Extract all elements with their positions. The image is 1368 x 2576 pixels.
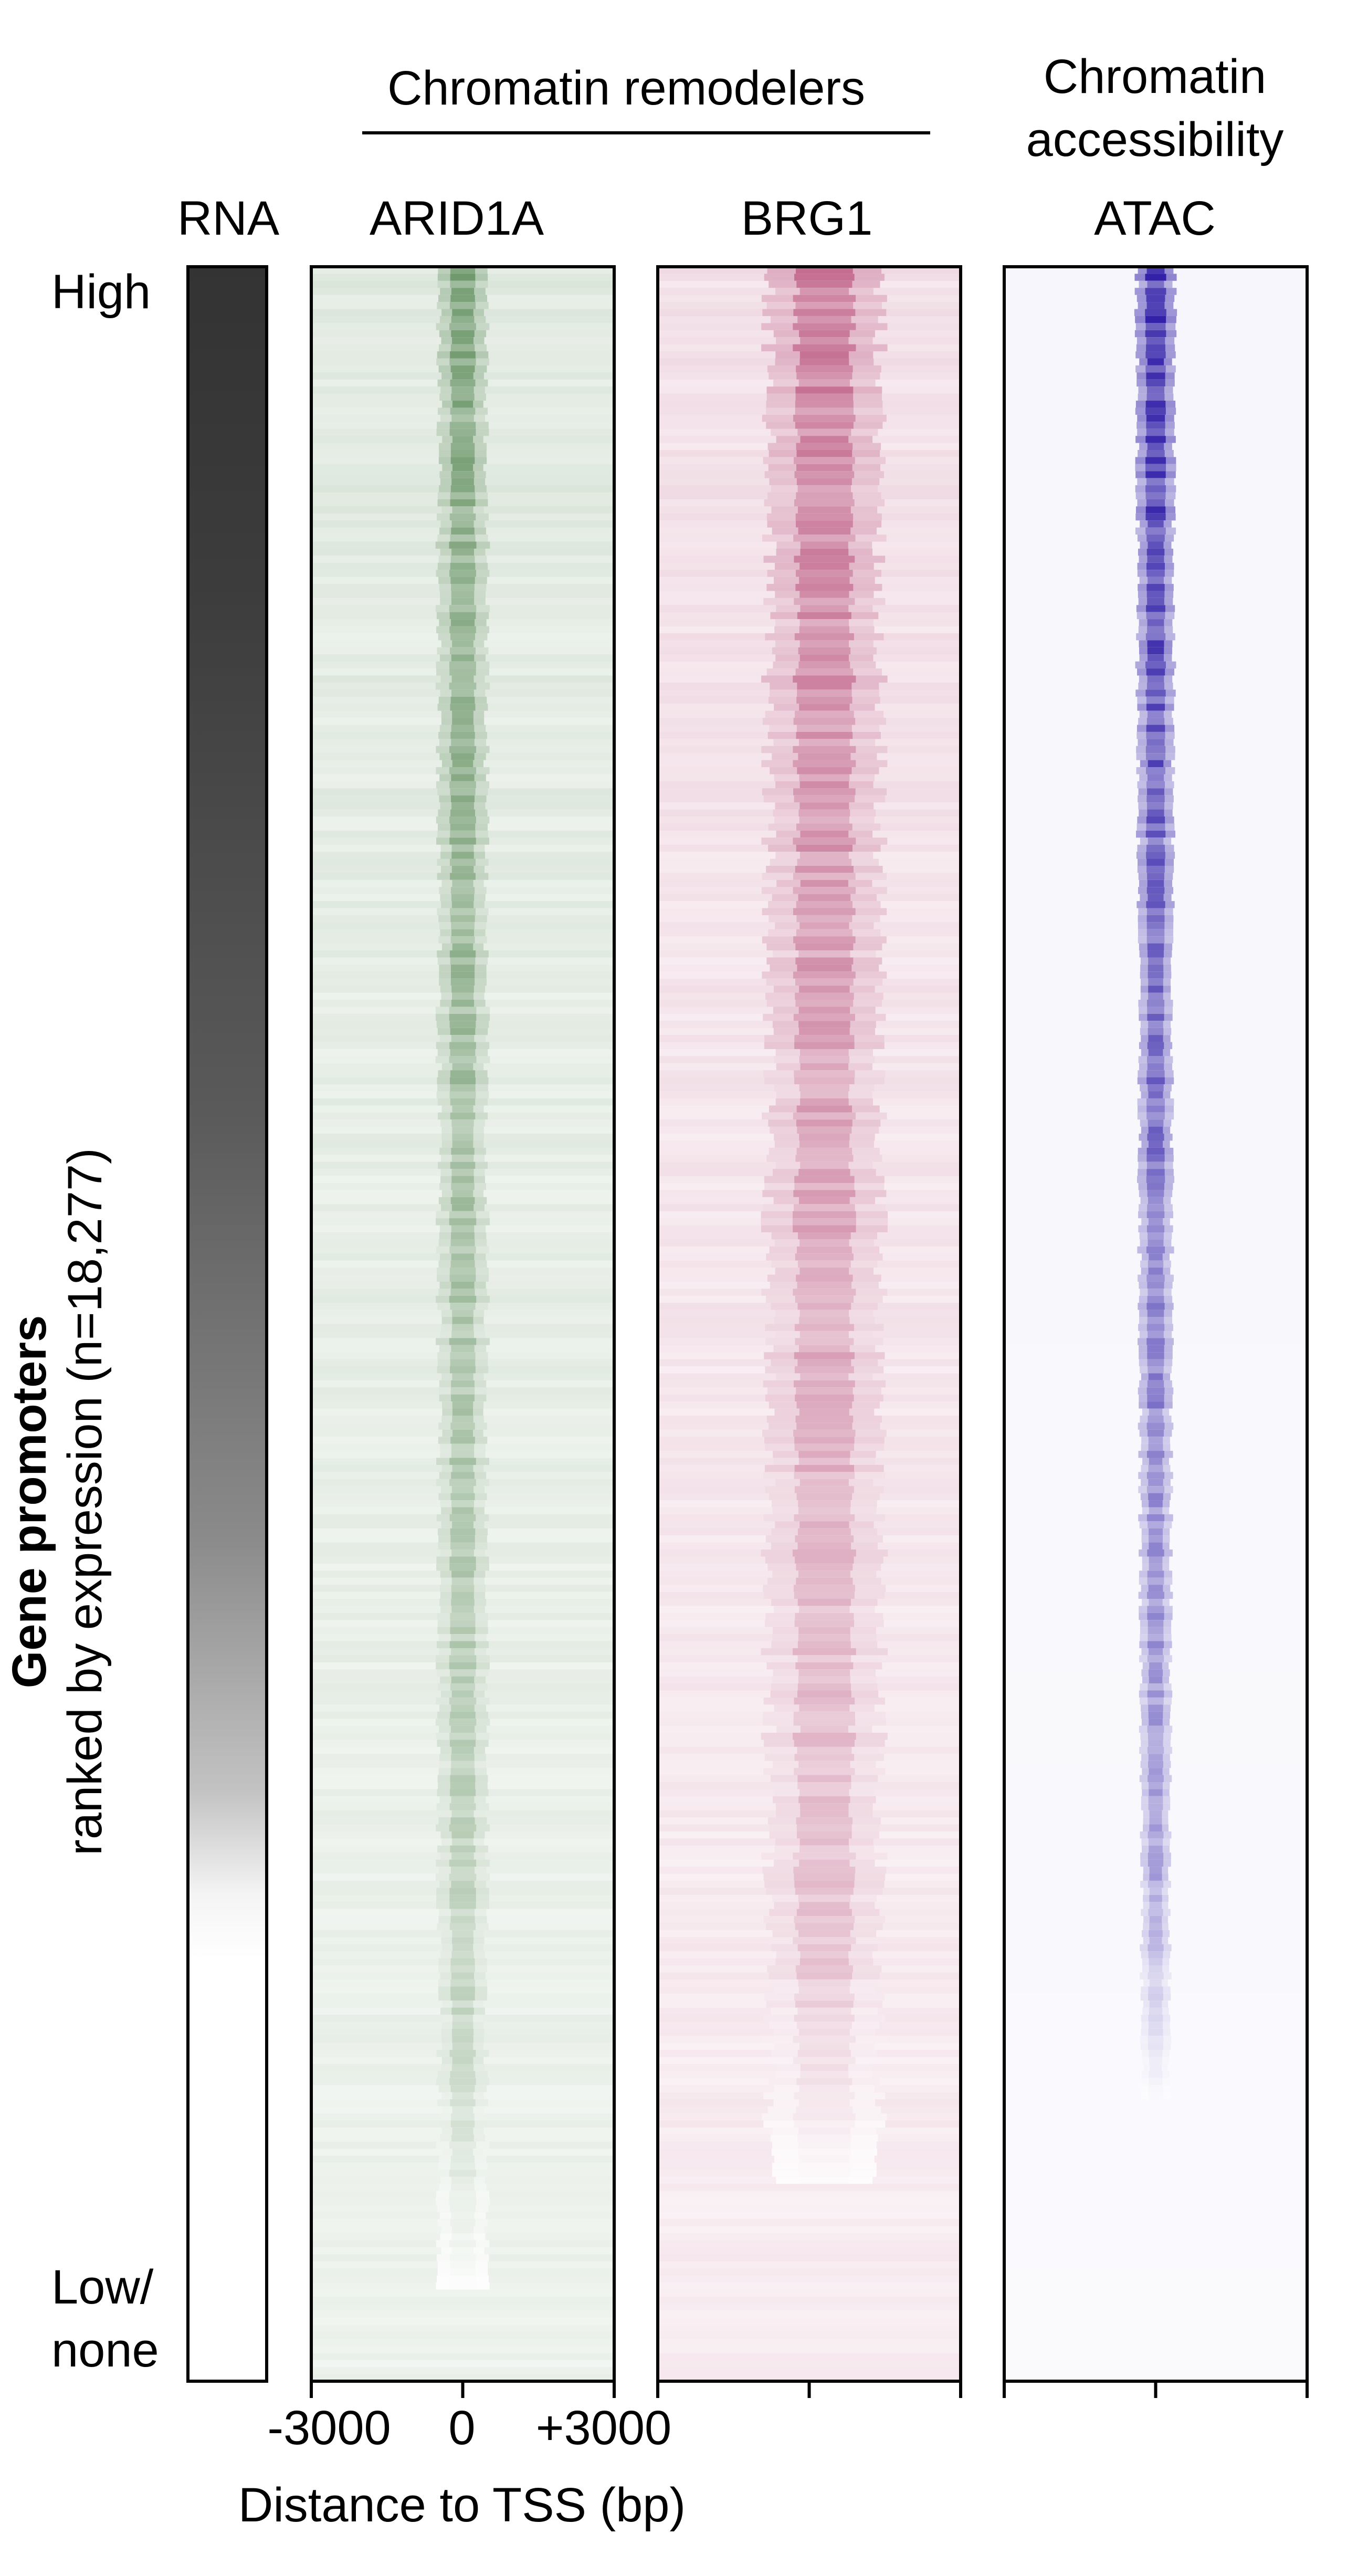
x-tick-label-zero: 0 [448, 2401, 476, 2455]
panel-rna [186, 265, 268, 2383]
heatmap-rows-brg1 [658, 267, 961, 2382]
group-label-accessibility-1: Chromatin [1043, 50, 1267, 103]
group-rule-remodelers [362, 131, 930, 134]
panel-title-atac: ATAC [1094, 192, 1216, 245]
heatmap-rows-arid1a [311, 267, 614, 2382]
x-axis-label: Distance to TSS (bp) [238, 2478, 686, 2532]
y-bottom-label-2: none [51, 2323, 159, 2377]
group-label-accessibility-2: accessibility [1026, 113, 1284, 166]
y-axis-label-bold: Gene promoters [3, 1315, 57, 1689]
y-axis-label-regular: ranked by expression (n=18,277) [58, 1148, 112, 1856]
panel-arid1a [310, 265, 616, 2383]
group-label-remodelers: Chromatin remodelers [387, 61, 866, 115]
panel-brg1 [656, 265, 962, 2383]
panel-atac [1003, 265, 1309, 2383]
panel-title-rna: RNA [177, 192, 280, 245]
x-tick-label-max: +3000 [535, 2401, 672, 2455]
panel-frame-rna [186, 265, 268, 2383]
x-tick-label-min: -3000 [267, 2401, 391, 2455]
rna-gradient-bar [188, 267, 267, 2381]
panel-title-arid1a: ARID1A [369, 192, 544, 245]
y-top-label: High [51, 265, 151, 319]
y-bottom-label-1: Low/ [51, 2260, 154, 2314]
heatmap-rows-atac [1004, 267, 1307, 2382]
panel-title-brg1: BRG1 [741, 192, 873, 245]
y-axis-label: Gene promoters ranked by expression (n=1… [2, 1148, 113, 1856]
